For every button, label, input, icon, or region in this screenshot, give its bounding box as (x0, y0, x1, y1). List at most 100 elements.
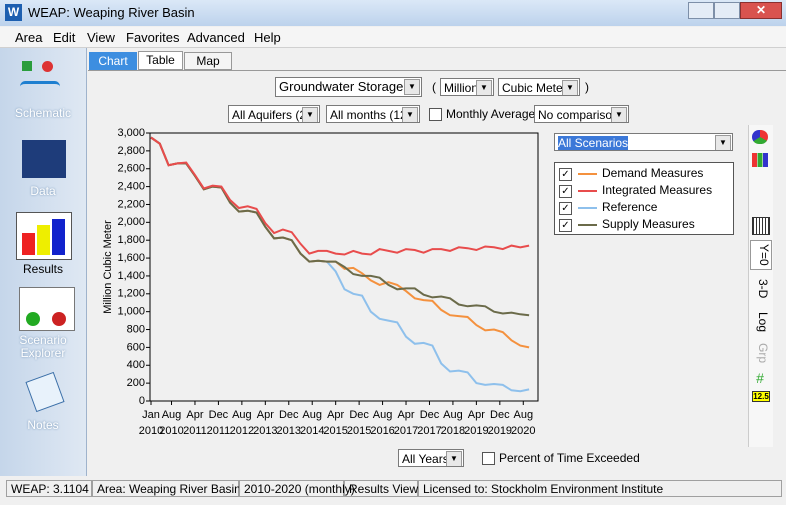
results-icon[interactable] (16, 212, 72, 260)
y-tick-label: 2,600 (117, 163, 145, 175)
x-tick-label: Aug 2018 (441, 409, 465, 437)
tab-border (88, 70, 786, 71)
legend-checkbox[interactable]: ✓ (559, 202, 572, 215)
tab[interactable]: Map (184, 52, 232, 70)
x-tick-label: Apr 2011 (183, 409, 207, 437)
x-tick-label: Dec 2017 (417, 409, 441, 437)
legend-checkbox[interactable]: ✓ (559, 219, 572, 232)
paren: ( (432, 80, 436, 94)
legend-swatch (578, 190, 597, 192)
x-tick-label: Apr 2019 (464, 409, 488, 437)
y-tick-label: 200 (127, 377, 145, 389)
x-tick-label: Dec 2013 (277, 409, 301, 437)
tool-text[interactable]: Y=0 (750, 240, 772, 270)
tool-text[interactable]: 12.5 (752, 391, 770, 402)
tab[interactable]: Table (138, 51, 183, 70)
dropdown-text: All Aquifers (2) (232, 108, 311, 122)
unit-dropdown[interactable]: Cubic Meter ▼ (498, 78, 580, 96)
legend-label: Integrated Measures (602, 183, 713, 197)
app-icon: W (5, 4, 22, 21)
data-icon[interactable] (22, 140, 66, 178)
x-tick-label: Apr 2017 (394, 409, 418, 437)
y-tick-label: 400 (127, 359, 145, 371)
dropdown-text: Cubic Meter (502, 81, 567, 95)
scenario-explorer-icon[interactable] (19, 287, 75, 331)
y-tick-label: 600 (127, 341, 145, 353)
tool-text[interactable]: 3-D (756, 279, 770, 299)
x-tick-label: Dec 2015 (347, 409, 371, 437)
y-tick-label: 1,600 (117, 252, 145, 264)
y-tick-label: 1,400 (117, 270, 145, 282)
dropdown-text: All Years (402, 452, 449, 466)
status-field: Licensed to: Stockholm Environment Insti… (418, 480, 782, 497)
y-tick-label: 800 (127, 323, 145, 335)
variable-dropdown[interactable]: Groundwater Storage ▼ (275, 77, 422, 97)
legend-checkbox[interactable]: ✓ (559, 185, 572, 198)
x-tick-label: Apr 2013 (253, 409, 277, 437)
scenario-dropdown[interactable]: All Scenarios ▼ (554, 133, 733, 151)
menu-item[interactable]: Edit (53, 30, 76, 45)
x-tick-label: Dec 2019 (488, 409, 512, 437)
sidebar-item[interactable]: Schematic (14, 106, 72, 120)
comparison-dropdown[interactable]: No comparison ▼ (534, 105, 629, 123)
series-line (150, 136, 530, 256)
y-axis-label: Million Cubic Meter (102, 220, 114, 314)
sidebar-item[interactable]: Data (30, 184, 56, 198)
y-tick-label: 2,400 (117, 181, 145, 193)
legend-label: Demand Measures (602, 166, 704, 180)
sidebar-item[interactable]: Scenario Explorer (19, 333, 67, 360)
checkbox[interactable] (429, 108, 442, 121)
y-tick-label: 1,800 (117, 234, 145, 246)
menu-item[interactable]: Advanced (187, 30, 245, 45)
maximize-button[interactable] (714, 2, 740, 19)
x-tick-label: Aug 2010 (159, 409, 183, 437)
legend: ✓ Demand Measures ✓ Integrated Measures ✓ Ref… (554, 162, 734, 235)
dropdown-text: All months (12) (330, 108, 411, 122)
pie-tool[interactable] (752, 130, 768, 144)
months-dropdown[interactable]: All months (12) ▼ (326, 105, 420, 123)
legend-checkbox[interactable]: ✓ (559, 168, 572, 181)
years-dropdown[interactable]: All Years ▼ (398, 449, 464, 467)
x-tick-label: Aug 2012 (230, 409, 254, 437)
y-tick-label: 1,000 (117, 306, 145, 318)
sidebar-item[interactable]: Results (22, 262, 63, 276)
tool-text[interactable]: Grp (756, 342, 770, 363)
checkbox-label: Monthly Average (446, 107, 536, 121)
menu-item[interactable]: Help (254, 30, 281, 45)
y-tick-label: 0 (139, 395, 145, 407)
tab[interactable]: Chart (89, 52, 137, 70)
legend-label: Supply Measures (602, 217, 695, 231)
dropdown-text: No comparison (538, 108, 619, 122)
y-tick-label: 2,000 (117, 216, 145, 228)
menu-item[interactable]: Area (15, 30, 43, 45)
scale-dropdown[interactable]: Million ▼ (440, 78, 494, 96)
grid-tool[interactable]: # (756, 370, 764, 386)
x-tick-label: Jan 2010 (139, 409, 163, 437)
x-tick-label: Aug 2020 (511, 409, 535, 437)
menu-item[interactable]: Favorites (126, 30, 180, 45)
status-field: Results View (344, 480, 418, 497)
status-field: Area: Weaping River Basin (92, 480, 241, 497)
y-tick-label: 1,200 (117, 288, 145, 300)
schematic-icon[interactable] (18, 55, 66, 100)
status-field: WEAP: 3.1104 (6, 480, 92, 497)
bar-tool[interactable] (752, 153, 768, 167)
plot-border (149, 132, 539, 402)
dropdown-text: Million (444, 81, 479, 95)
legend-swatch (578, 224, 597, 226)
legend-swatch (578, 173, 597, 175)
window-title: WEAP: Weaping River Basin (28, 5, 195, 20)
status-field: 2010-2020 (monthly) (239, 480, 355, 497)
tool-text[interactable]: Log (756, 311, 770, 333)
checkbox[interactable] (482, 452, 495, 465)
menu-item[interactable]: View (87, 30, 115, 45)
minimize-button[interactable] (688, 2, 714, 19)
sidebar-item[interactable]: Notes (27, 418, 59, 432)
paren: ) (585, 80, 589, 94)
x-tick-label: Aug 2016 (370, 409, 394, 437)
table-tool[interactable] (752, 217, 770, 235)
close-button[interactable]: ✕ (740, 2, 782, 19)
aquifer-dropdown[interactable]: All Aquifers (2) ▼ (228, 105, 320, 123)
